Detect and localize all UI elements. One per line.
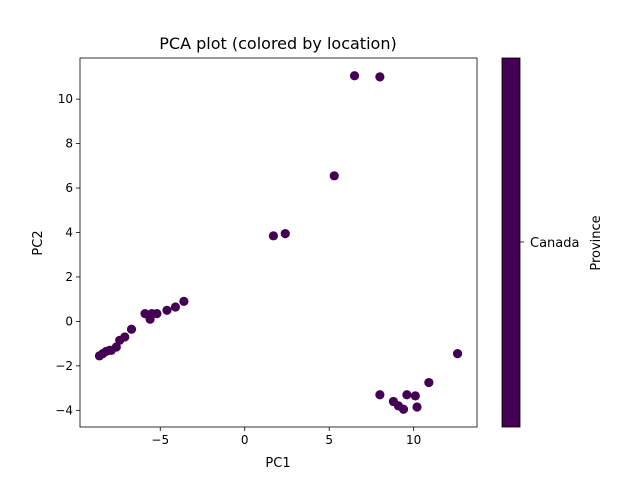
- axes-frame: [79, 57, 478, 428]
- scatter-points: [94, 71, 463, 414]
- data-point: [170, 302, 181, 312]
- data-point: [162, 305, 172, 315]
- data-point: [398, 404, 409, 414]
- plot-area: [79, 57, 478, 428]
- chart-title: PCA plot (colored by location): [159, 34, 396, 53]
- y-axis-ticks: −4 −2 0 2 4 6 8 10: [55, 92, 80, 417]
- x-axis-label: PC1: [265, 456, 290, 471]
- x-tick-label: −5: [151, 433, 169, 447]
- data-point: [280, 229, 290, 239]
- x-axis-ticks: −5 0 5 10: [151, 427, 421, 447]
- y-tick-label: 2: [65, 270, 73, 284]
- data-point: [152, 309, 162, 319]
- data-point: [410, 391, 420, 401]
- y-axis-label: PC2: [31, 230, 46, 255]
- data-point: [268, 231, 279, 241]
- colorbar: [501, 57, 521, 428]
- data-point: [402, 390, 412, 400]
- colorbar-label: Province: [589, 215, 604, 270]
- data-point: [120, 332, 130, 342]
- y-tick-label: 8: [65, 137, 73, 151]
- data-point: [424, 377, 434, 388]
- data-point: [126, 324, 137, 334]
- y-tick-label: −4: [55, 403, 73, 417]
- data-point: [412, 402, 422, 412]
- data-point: [375, 72, 385, 82]
- x-tick-label: 0: [241, 433, 249, 447]
- x-tick-label: 5: [325, 433, 333, 447]
- y-tick-label: 0: [65, 314, 73, 328]
- x-tick-label: 10: [406, 433, 421, 447]
- data-point: [375, 390, 385, 400]
- y-tick-label: 4: [65, 225, 73, 239]
- colorbar-tick-label: Canada: [530, 236, 579, 251]
- y-tick-label: 6: [65, 181, 73, 195]
- data-point: [179, 296, 189, 307]
- data-point: [452, 349, 463, 359]
- y-tick-label: 10: [58, 92, 73, 106]
- y-tick-label: −2: [55, 359, 73, 373]
- data-point: [329, 171, 339, 181]
- data-point: [349, 71, 360, 81]
